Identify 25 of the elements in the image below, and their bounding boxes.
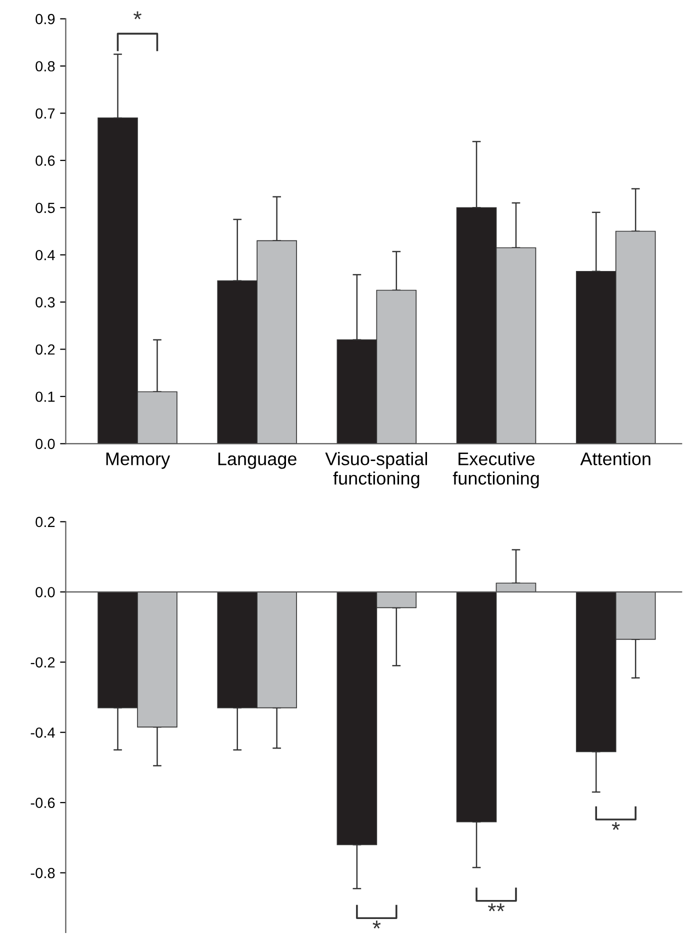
y-tick-label: -0.8 <box>30 868 55 878</box>
y-tick-label: 0.8 <box>36 61 55 72</box>
y-tick-label: 0.9 <box>36 14 55 24</box>
annotation: * <box>372 920 381 928</box>
y-tick-label: 0.3 <box>36 297 55 308</box>
y-tick-label: 0.1 <box>36 392 55 402</box>
y-tick-label: -0.2 <box>30 657 55 668</box>
annotation: ** <box>488 903 505 912</box>
y-tick-label: 0.6 <box>36 156 55 166</box>
text: 0.0 <box>36 438 55 450</box>
y-tick-label: 0.7 <box>36 108 55 119</box>
x-tick-label: Memory <box>106 452 170 469</box>
annotation: * <box>612 822 620 830</box>
y-tick-label: -0.4 <box>30 727 55 738</box>
x-tick-label: Language <box>218 452 296 469</box>
x-tick-label: Visuo-spatial functioning <box>325 452 427 488</box>
text: 0.0 <box>36 587 55 598</box>
y-tick-label: 0.2 <box>36 516 55 528</box>
annotation: * <box>134 11 142 20</box>
x-tick-label: Executive functioning <box>452 452 539 488</box>
y-tick-label: 0.2 <box>36 344 55 355</box>
y-tick-label: 0.4 <box>36 250 55 260</box>
y-tick-label: -0.6 <box>30 798 55 808</box>
y-tick-label: 0.5 <box>36 202 55 214</box>
x-tick-label: Attention <box>580 452 650 466</box>
